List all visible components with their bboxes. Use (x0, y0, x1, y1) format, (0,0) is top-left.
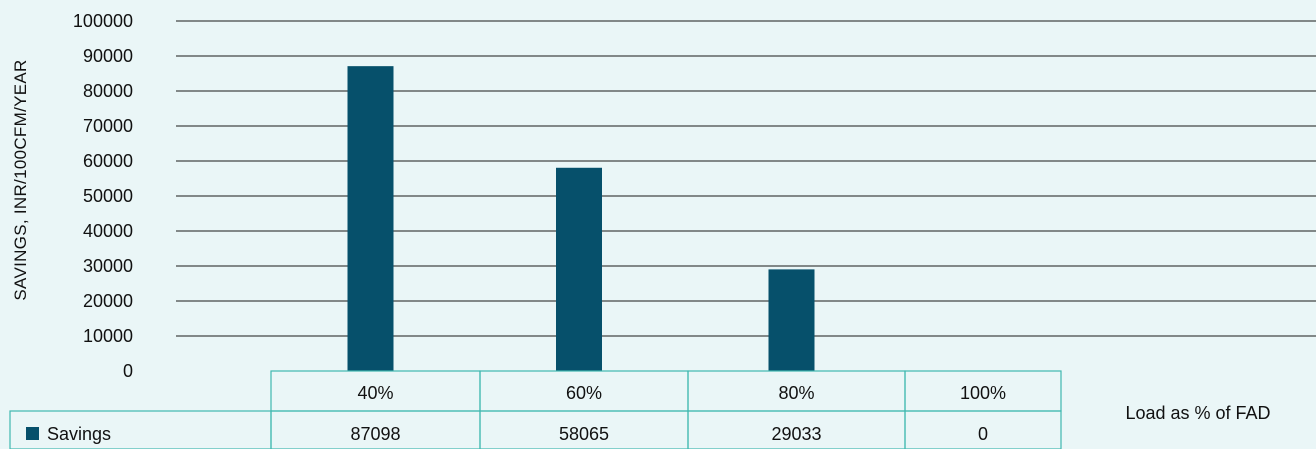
category-label: 40% (357, 383, 393, 403)
y-tick-label: 40000 (83, 221, 133, 241)
data-label: 0 (978, 424, 988, 444)
value-cell (904, 410, 1062, 449)
y-tick-label: 10000 (83, 326, 133, 346)
bar-80% (768, 269, 815, 371)
data-table: 40% 60% 80% 100% Savings 87098 58065 29033 0 (9, 370, 1062, 449)
data-label: 29033 (771, 424, 821, 444)
y-axis-label: SAVINGS, INR/100CFM/YEAR (11, 59, 30, 300)
y-tick-label: 20000 (83, 291, 133, 311)
y-tick-label: 50000 (83, 186, 133, 206)
bars (347, 66, 815, 372)
x-axis-label: Load as % of FAD (1125, 403, 1270, 423)
y-tick-label: 60000 (83, 151, 133, 171)
y-tick-label: 100000 (73, 11, 133, 31)
category-label: 100% (960, 383, 1006, 403)
legend-label: Savings (47, 424, 111, 444)
data-label: 58065 (559, 424, 609, 444)
y-tick-label: 90000 (83, 46, 133, 66)
data-label: 87098 (350, 424, 400, 444)
y-axis-ticks: 0 10000 20000 30000 40000 50000 60000 70000 8000… (73, 11, 133, 381)
category-label: 80% (778, 383, 814, 403)
category-label: 60% (566, 383, 602, 403)
y-tick-label: 0 (123, 361, 133, 381)
bar-60% (556, 167, 602, 371)
gridlines (176, 20, 1316, 337)
y-tick-label: 70000 (83, 116, 133, 136)
y-tick-label: 80000 (83, 81, 133, 101)
bar-40% (347, 66, 394, 372)
y-tick-label: 30000 (83, 256, 133, 276)
legend-swatch (26, 427, 39, 440)
